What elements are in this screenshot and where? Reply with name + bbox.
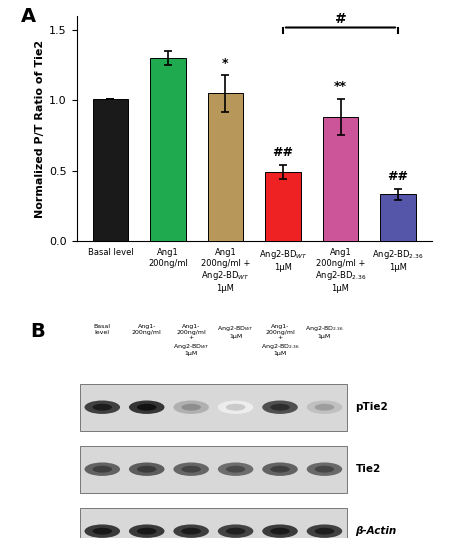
- Ellipse shape: [218, 525, 253, 538]
- Ellipse shape: [315, 528, 334, 534]
- Ellipse shape: [226, 466, 245, 472]
- Ellipse shape: [181, 404, 201, 411]
- Ellipse shape: [137, 404, 157, 411]
- Ellipse shape: [93, 404, 112, 411]
- Text: Tie2: Tie2: [356, 464, 381, 474]
- Ellipse shape: [262, 525, 298, 538]
- Text: B: B: [30, 322, 45, 341]
- Ellipse shape: [129, 401, 165, 414]
- Ellipse shape: [137, 466, 157, 472]
- Ellipse shape: [226, 404, 245, 411]
- Text: #: #: [335, 12, 346, 26]
- Ellipse shape: [181, 466, 201, 472]
- FancyBboxPatch shape: [80, 508, 346, 543]
- Bar: [265, 172, 301, 241]
- Ellipse shape: [262, 401, 298, 414]
- Text: Ang1-
200ng/ml
+
Ang2-BD$_{2.36}$
1μM: Ang1- 200ng/ml + Ang2-BD$_{2.36}$ 1μM: [261, 324, 300, 357]
- Ellipse shape: [307, 463, 342, 476]
- Ellipse shape: [93, 528, 112, 534]
- Ellipse shape: [93, 466, 112, 472]
- Ellipse shape: [270, 528, 290, 534]
- Ellipse shape: [173, 401, 209, 414]
- FancyBboxPatch shape: [80, 384, 346, 431]
- Text: ##: ##: [273, 146, 293, 159]
- Y-axis label: Normalized P/T Ratio of Tie2: Normalized P/T Ratio of Tie2: [35, 40, 45, 218]
- Ellipse shape: [129, 463, 165, 476]
- Text: β-Actin: β-Actin: [356, 526, 397, 536]
- Text: **: **: [334, 80, 347, 93]
- Bar: [323, 117, 358, 241]
- Bar: [93, 99, 128, 241]
- Ellipse shape: [181, 528, 201, 534]
- Ellipse shape: [218, 463, 253, 476]
- Ellipse shape: [85, 401, 120, 414]
- Ellipse shape: [137, 528, 157, 534]
- Text: Ang1-
200ng/ml: Ang1- 200ng/ml: [132, 324, 162, 334]
- Ellipse shape: [270, 404, 290, 411]
- Bar: [380, 194, 416, 241]
- Ellipse shape: [262, 463, 298, 476]
- Text: Ang1-
200ng/ml
+
Ang2-BD$_{WT}$
1μM: Ang1- 200ng/ml + Ang2-BD$_{WT}$ 1μM: [173, 324, 210, 357]
- Ellipse shape: [270, 466, 290, 472]
- FancyBboxPatch shape: [80, 446, 346, 493]
- Ellipse shape: [85, 525, 120, 538]
- Text: Ang2-BD$_{2.36}$
1μM: Ang2-BD$_{2.36}$ 1μM: [305, 324, 344, 339]
- Bar: [150, 58, 186, 241]
- Ellipse shape: [315, 466, 334, 472]
- Ellipse shape: [129, 525, 165, 538]
- Bar: [207, 93, 243, 241]
- Ellipse shape: [173, 463, 209, 476]
- Ellipse shape: [307, 401, 342, 414]
- Text: ##: ##: [387, 170, 409, 183]
- Ellipse shape: [226, 528, 245, 534]
- Text: A: A: [22, 7, 36, 26]
- Ellipse shape: [85, 463, 120, 476]
- Text: pTie2: pTie2: [356, 402, 388, 412]
- Text: Ang2-BD$_{WT}$
1μM: Ang2-BD$_{WT}$ 1μM: [217, 324, 254, 339]
- Text: Basal
level: Basal level: [94, 324, 111, 334]
- Ellipse shape: [315, 404, 334, 411]
- Ellipse shape: [218, 401, 253, 414]
- Ellipse shape: [173, 525, 209, 538]
- Text: *: *: [222, 56, 229, 70]
- Ellipse shape: [307, 525, 342, 538]
